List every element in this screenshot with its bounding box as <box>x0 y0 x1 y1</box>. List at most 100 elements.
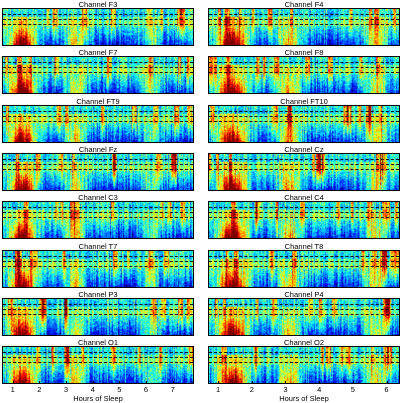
left-dashed-line-5-2 <box>3 212 193 214</box>
right-dashed-line-7-1 <box>209 303 399 305</box>
right-dashed-line-5-3 <box>209 217 399 219</box>
right-dashed-line-2-1 <box>209 62 399 64</box>
left-spectrogram-panel-4 <box>2 152 194 191</box>
left-dashed-line-1-3 <box>3 24 193 25</box>
right-dashed-line-4-2 <box>209 163 399 165</box>
right-spectrogram-panel-2 <box>208 56 400 95</box>
left-spectrogram-panel-2 <box>2 56 194 95</box>
left-spectrogram-heatmap-4 <box>3 153 193 190</box>
left-dashed-line-7-3 <box>3 313 193 315</box>
left-spectrogram-heatmap-3 <box>3 105 193 142</box>
left-dashed-line-2-1 <box>3 62 193 64</box>
left-x-tick-label-5: 5 <box>117 385 122 395</box>
right-spectrogram-panel-5 <box>208 201 400 240</box>
right-spectrogram-panel-4 <box>208 152 400 191</box>
right-dashed-line-2-3 <box>209 72 399 74</box>
right-x-tick-label-6: 6 <box>384 385 389 395</box>
right-channel-title-8: Channel O2 <box>283 338 325 348</box>
right-x-tick-label-2: 2 <box>249 385 254 395</box>
left-x-tick-label-3: 3 <box>63 385 69 395</box>
left-x-tick-label-4: 4 <box>90 385 95 395</box>
left-spectrogram-heatmap-2 <box>3 57 193 94</box>
left-dashed-line-8-3 <box>3 362 193 364</box>
left-spectrogram-heatmap-8 <box>3 347 193 384</box>
left-spectrogram-heatmap-1 <box>3 9 193 45</box>
right-spectrogram-heatmap-5 <box>209 202 399 239</box>
right-dashed-line-6-2 <box>209 260 399 262</box>
right-dashed-line-1-2 <box>209 19 399 20</box>
left-x-tick-label-7: 7 <box>170 385 175 395</box>
right-dashed-line-6-1 <box>209 255 399 257</box>
right-channel-title-6: Channel T8 <box>284 241 324 251</box>
right-x-tick-4 <box>319 381 321 385</box>
right-dashed-line-4-3 <box>209 168 399 170</box>
left-dashed-line-7-2 <box>3 308 193 310</box>
right-x-tick-6 <box>386 381 388 385</box>
right-dashed-line-8-1 <box>209 352 399 354</box>
left-dashed-line-6-1 <box>3 255 193 257</box>
right-dashed-line-7-2 <box>209 308 399 310</box>
left-spectrogram-panel-6 <box>2 249 194 288</box>
left-dashed-line-3-2 <box>3 115 193 117</box>
right-dashed-line-3-1 <box>209 110 399 112</box>
right-dashed-line-7-3 <box>209 313 399 315</box>
right-dashed-line-6-3 <box>209 265 399 267</box>
left-x-tick-3 <box>66 381 67 385</box>
left-x-tick-label-6: 6 <box>143 385 149 395</box>
left-spectrogram-panel-3 <box>2 104 194 143</box>
right-dashed-line-1-1 <box>209 14 399 15</box>
left-dashed-line-3-1 <box>3 110 193 112</box>
left-channel-title-7: Channel P3 <box>78 289 118 299</box>
right-x-tick-3 <box>285 381 287 385</box>
right-dashed-line-8-3 <box>209 362 399 364</box>
left-x-tick-label-1: 1 <box>10 385 15 395</box>
left-dashed-line-4-2 <box>3 163 193 165</box>
right-spectrogram-heatmap-6 <box>209 250 399 287</box>
left-x-tick-2 <box>39 381 41 385</box>
right-dashed-line-3-3 <box>209 120 399 122</box>
left-x-axis-label: Hours of Sleep <box>73 394 123 403</box>
right-spectrogram-panel-7 <box>208 297 400 336</box>
left-dashed-line-5-1 <box>3 207 193 209</box>
left-dashed-line-2-3 <box>3 72 193 74</box>
left-channel-title-4: Channel Fz <box>78 144 118 154</box>
right-spectrogram-heatmap-3 <box>209 105 399 142</box>
left-channel-title-6: Channel T7 <box>78 241 118 251</box>
right-spectrogram-heatmap-1 <box>209 9 399 45</box>
left-dashed-line-7-1 <box>3 303 193 305</box>
left-spectrogram-panel-7 <box>2 297 194 336</box>
right-spectrogram-heatmap-4 <box>209 153 399 190</box>
left-dashed-line-4-1 <box>3 158 193 160</box>
left-x-tick-5 <box>119 381 121 385</box>
right-x-tick-5 <box>352 381 354 385</box>
right-spectrogram-heatmap-8 <box>209 347 399 384</box>
left-spectrogram-panel-5 <box>2 201 194 240</box>
right-channel-title-5: Channel C4 <box>284 193 324 203</box>
left-spectrogram-heatmap-7 <box>3 298 193 335</box>
right-dashed-line-5-1 <box>209 207 399 209</box>
right-dashed-line-1-3 <box>209 24 399 25</box>
left-channel-title-3: Channel FT9 <box>76 96 120 106</box>
left-x-tick-4 <box>92 381 94 385</box>
left-x-tick-7 <box>172 381 174 385</box>
left-dashed-line-6-3 <box>3 265 193 267</box>
left-dashed-line-2-2 <box>3 67 193 69</box>
right-channel-title-1: Channel F4 <box>284 0 324 9</box>
right-x-tick-2 <box>251 381 253 385</box>
left-channel-title-8: Channel O1 <box>77 338 119 348</box>
right-x-axis-label: Hours of Sleep <box>279 394 329 403</box>
left-channel-title-1: Channel F3 <box>78 0 118 9</box>
right-channel-title-7: Channel P4 <box>284 289 324 299</box>
right-channel-title-2: Channel F8 <box>284 48 324 58</box>
right-channel-title-4: Channel Cz <box>284 144 324 154</box>
right-x-tick-1 <box>218 381 220 385</box>
right-dashed-line-3-2 <box>209 115 399 117</box>
left-spectrogram-panel-8 <box>2 346 194 385</box>
right-x-tick-label-1: 1 <box>216 385 221 395</box>
right-spectrogram-panel-3 <box>208 104 400 143</box>
left-channel-title-5: Channel C3 <box>78 193 118 203</box>
left-channel-title-2: Channel F7 <box>78 48 118 58</box>
left-dashed-line-3-3 <box>3 120 193 122</box>
left-x-tick-6 <box>146 381 147 385</box>
